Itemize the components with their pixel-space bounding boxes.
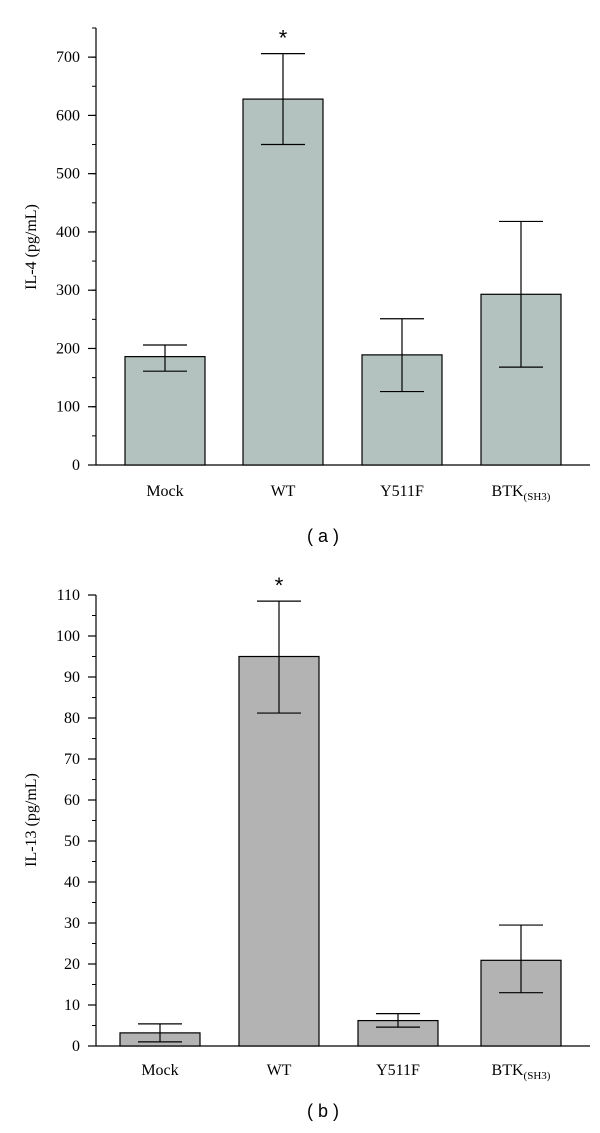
x-category-label: BTK(SH3) [492, 483, 551, 503]
y-axis-title: IL-4 (pg/mL) [23, 204, 40, 290]
y-tick-label: 110 [57, 587, 80, 604]
y-axis-title: IL-13 (pg/mL) [23, 773, 40, 867]
y-tick-label: 100 [56, 628, 80, 645]
y-tick-label: 200 [56, 340, 80, 357]
panel-label-a: ( a ) [307, 526, 339, 546]
bar-y511f [357, 1019, 439, 1047]
y-tick-label: 70 [64, 751, 80, 768]
bar-mock [124, 356, 206, 466]
x-category-label: Y511F [380, 483, 424, 500]
y-tick-label: 50 [64, 833, 80, 850]
x-category-label: BTK(SH3) [492, 1062, 551, 1082]
y-tick-label: 600 [56, 107, 80, 124]
y-tick-label: 300 [56, 282, 80, 299]
y-tick-label: 0 [72, 1038, 80, 1055]
panel-b-il13-chart: 0 10 20 30 40 50 60 70 80 90 100 110 IL-13 (pg/mL) Mo… [23, 573, 590, 1121]
y-tick-label: 10 [64, 997, 80, 1014]
x-category-label: Mock [141, 1062, 178, 1079]
x-category-label: Y511F [376, 1062, 420, 1079]
x-category-label: Mock [146, 483, 183, 500]
x-category-label: WT [271, 483, 296, 500]
y-tick-label: 80 [64, 710, 80, 727]
panel-label-b: ( b ) [307, 1101, 339, 1121]
bar-wt [242, 98, 324, 466]
y-tick-label: 0 [72, 457, 80, 474]
y-tick-label: 700 [56, 49, 80, 66]
significance-marker: * [275, 573, 284, 598]
y-tick-label: 30 [64, 915, 80, 932]
panel-a-il4-chart: 0 100 200 300 400 500 600 700 IL-4 (pg/mL) Mock * W… [23, 26, 590, 546]
x-category-label: WT [267, 1062, 292, 1079]
y-tick-label: 100 [56, 399, 80, 416]
significance-marker: * [279, 26, 288, 51]
y-tick-label: 90 [64, 669, 80, 686]
y-tick-label: 40 [64, 874, 80, 891]
y-tick-label: 500 [56, 166, 80, 183]
bar-wt [238, 655, 320, 1047]
y-tick-label: 60 [64, 792, 80, 809]
y-tick-label: 400 [56, 224, 80, 241]
y-tick-label: 20 [64, 956, 80, 973]
